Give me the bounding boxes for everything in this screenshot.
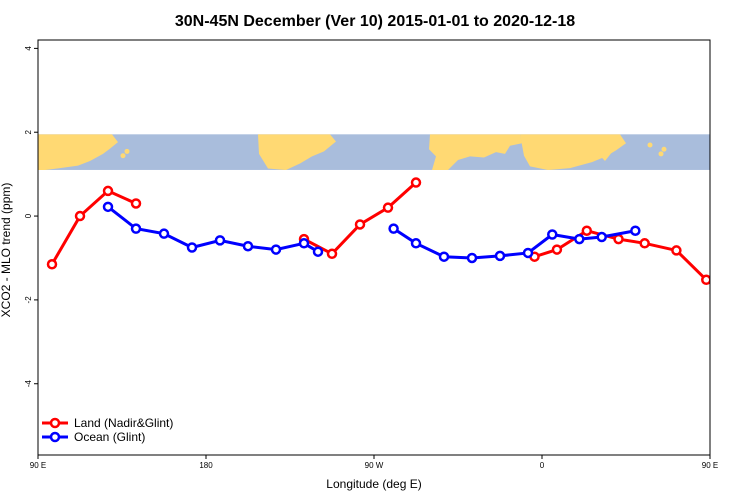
x-tick-label: 180 (199, 461, 213, 470)
ocean-glint-point (214, 235, 226, 246)
x-axis-label: Longitude (deg E) (326, 477, 421, 491)
chart-title: 30N-45N December (Ver 10) 2015-01-01 to … (175, 13, 575, 30)
map-land-3 (520, 134, 626, 170)
land-nadir-glint-point (130, 198, 142, 209)
legend: Land (Nadir&Glint)Ocean (Glint) (42, 416, 173, 444)
land-nadir-glint-line-0 (50, 189, 137, 266)
land-nadir-glint-point (74, 210, 86, 222)
x-tick-label: 90 W (365, 461, 384, 470)
ocean-glint-point (630, 225, 641, 236)
land-nadir-glint-point (671, 245, 682, 256)
land-nadir-glint-point (46, 259, 58, 270)
land-nadir-glint-line-2 (534, 229, 710, 282)
land-nadir-glint-point (701, 274, 710, 286)
map-land-4 (600, 136, 620, 162)
map-island-4 (647, 142, 653, 148)
legend-label: Land (Nadir&Glint) (74, 416, 173, 430)
x-tick-label: 0 (540, 461, 545, 470)
ocean-glint-point (242, 240, 254, 252)
series-layer (46, 177, 740, 286)
map-land-2 (429, 134, 522, 170)
land-nadir-glint-point (410, 177, 422, 188)
map-island-1 (124, 148, 130, 154)
land-nadir-glint-point (639, 238, 650, 249)
map-island-0 (120, 153, 126, 159)
ocean-glint-point (574, 233, 585, 245)
map-land-1 (258, 134, 336, 170)
y-axis-label: XCO2 - MLO trend (ppm) (0, 183, 13, 318)
y-tick-label: 2 (24, 129, 33, 134)
y-tick-label: 4 (24, 46, 33, 51)
ocean-glint-point (410, 238, 422, 249)
land-nadir-glint-point (382, 202, 394, 213)
y-axis: 4 2 0 -2 -4 (24, 46, 38, 388)
ocean-glint-line-1 (392, 227, 636, 260)
land-nadir-glint-point (326, 248, 338, 260)
map-island-2 (658, 151, 664, 157)
y-tick-label: 0 (24, 213, 33, 218)
y-tick-label: -4 (24, 380, 33, 388)
land-nadir-glint-point (102, 185, 114, 197)
ocean-glint-point (270, 244, 282, 255)
ocean-glint-point (158, 228, 170, 239)
y-tick-label: -2 (24, 296, 33, 304)
ocean-glint-point (298, 238, 310, 249)
ocean-glint-point (102, 201, 114, 213)
map-island-3 (661, 146, 667, 152)
ocean-glint-point (596, 231, 607, 243)
ocean-glint-point (547, 229, 558, 240)
ocean-glint-point (494, 250, 506, 262)
world-map-band (38, 134, 710, 170)
land-nadir-glint-point (581, 225, 593, 236)
legend-label: Ocean (Glint) (74, 430, 145, 444)
land-nadir-glint-line-1 (303, 181, 418, 256)
land-nadir-glint-point (551, 244, 563, 255)
land-nadir-glint-point (732, 262, 740, 270)
ocean-glint-point (438, 251, 450, 262)
legend-marker (49, 431, 61, 443)
land-nadir-glint-point (613, 233, 624, 245)
ocean-glint-point (466, 252, 478, 264)
land-nadir-glint-point (354, 219, 366, 230)
ocean-glint-point (522, 247, 534, 259)
ocean-glint-point (186, 242, 198, 253)
ocean-glint-point (388, 223, 399, 234)
legend-marker (49, 417, 61, 429)
ocean-glint-point (312, 246, 324, 257)
plot-frame (37, 39, 711, 456)
x-tick-label: 90 E (702, 461, 718, 470)
map-land-0 (38, 134, 118, 170)
x-tick-label: 90 E (30, 461, 46, 470)
ocean-glint-point (130, 223, 142, 234)
